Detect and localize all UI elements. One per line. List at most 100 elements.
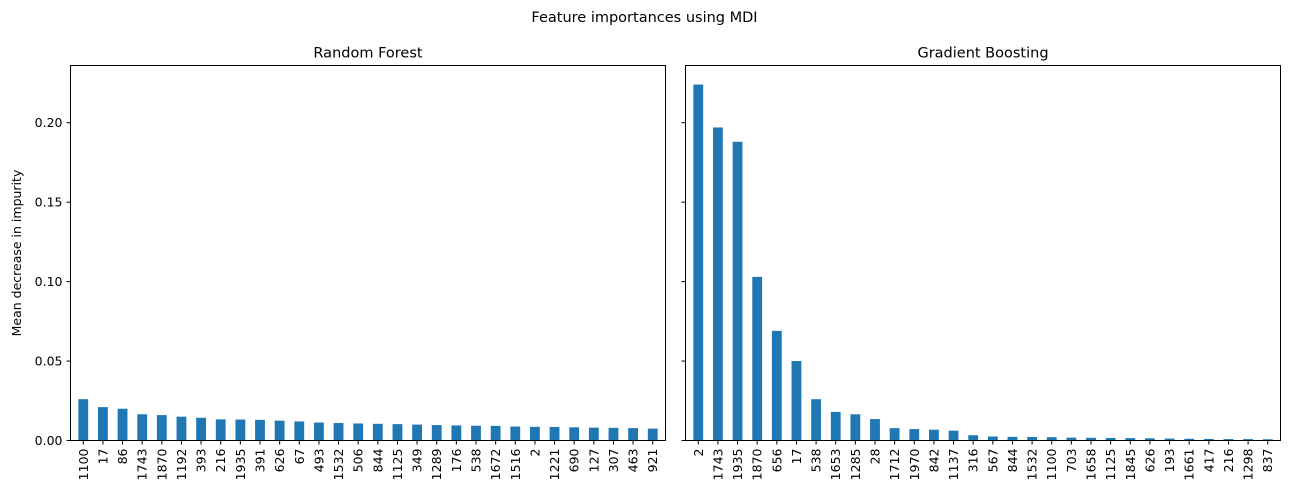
x-tick-label: 1100 bbox=[76, 448, 91, 480]
bar-193 bbox=[1164, 438, 1175, 441]
bar-316 bbox=[968, 435, 979, 441]
bar-921 bbox=[647, 428, 658, 441]
bar-1532 bbox=[1027, 437, 1037, 441]
x-tick-label: 844 bbox=[370, 448, 385, 472]
bar-837 bbox=[1262, 439, 1273, 441]
bar-463 bbox=[628, 428, 639, 441]
x-tick-label: 626 bbox=[272, 448, 287, 472]
x-tick-label: 703 bbox=[1064, 449, 1079, 473]
x-tick-label: 216 bbox=[213, 448, 228, 472]
bar-391 bbox=[255, 419, 265, 441]
bar-842 bbox=[929, 429, 939, 441]
axes-frame bbox=[70, 65, 666, 441]
bar-844 bbox=[1007, 436, 1018, 441]
x-tick-label: 1532 bbox=[331, 449, 346, 481]
x-tick-label: 1845 bbox=[1123, 449, 1138, 481]
bar-626 bbox=[1145, 438, 1155, 441]
bar-1532 bbox=[333, 423, 344, 441]
x-tick-label: 17 bbox=[95, 449, 110, 465]
x-tick-label: 1221 bbox=[547, 449, 562, 481]
x-tick-label: 538 bbox=[809, 448, 824, 472]
x-tick-label: 417 bbox=[1201, 449, 1216, 473]
bar-844 bbox=[372, 423, 383, 441]
y-tick-label: 0.00 bbox=[35, 433, 63, 448]
bar-307 bbox=[608, 427, 619, 441]
x-tick-label: 316 bbox=[966, 448, 981, 472]
y-tick-label: 0.20 bbox=[35, 115, 63, 130]
x-tick-label: 837 bbox=[1260, 449, 1275, 473]
bar-2 bbox=[530, 426, 540, 441]
bar-1845 bbox=[1125, 438, 1136, 441]
bar-1743 bbox=[137, 414, 148, 441]
x-tick-label: 67 bbox=[292, 449, 307, 465]
x-tick-label: 349 bbox=[410, 448, 425, 472]
bar-1672 bbox=[490, 425, 501, 441]
bar-567 bbox=[987, 436, 998, 441]
bar-216 bbox=[1223, 439, 1234, 441]
bar-656 bbox=[771, 330, 782, 441]
x-tick-label: 176 bbox=[449, 448, 464, 472]
x-tick-label: 626 bbox=[1142, 448, 1157, 472]
x-tick-label: 1516 bbox=[508, 448, 523, 480]
x-tick-label: 1870 bbox=[154, 448, 169, 480]
x-tick-label: 1743 bbox=[710, 449, 725, 481]
bar-176 bbox=[451, 425, 462, 441]
x-tick-label: 463 bbox=[626, 449, 641, 473]
x-tick-label: 1100 bbox=[1044, 448, 1059, 480]
y-tick-label: 0.05 bbox=[35, 354, 63, 369]
bar-1970 bbox=[909, 429, 920, 441]
x-tick-label: 921 bbox=[645, 449, 660, 473]
y-axis-label: Mean decrease in impurity bbox=[9, 169, 24, 336]
x-tick-label: 656 bbox=[769, 448, 784, 472]
x-tick-label: 391 bbox=[253, 449, 268, 473]
y-tick-label: 0.10 bbox=[35, 274, 63, 289]
bar-1298 bbox=[1243, 439, 1254, 441]
bar-349 bbox=[412, 424, 422, 441]
figure-suptitle: Feature importances using MDI bbox=[531, 10, 757, 26]
x-tick-label: 1743 bbox=[135, 449, 150, 481]
x-tick-label: 1137 bbox=[946, 449, 961, 481]
x-tick-label: 86 bbox=[115, 448, 130, 464]
x-tick-label: 28 bbox=[868, 448, 883, 464]
bar-1285 bbox=[850, 414, 861, 441]
bar-1100 bbox=[78, 399, 89, 441]
bar-1137 bbox=[948, 430, 959, 441]
bar-538 bbox=[471, 425, 481, 441]
bar-1935 bbox=[732, 141, 743, 441]
x-tick-label: 567 bbox=[985, 449, 1000, 473]
x-tick-label: 1125 bbox=[1103, 449, 1118, 481]
bar-17 bbox=[97, 407, 108, 441]
x-tick-label: 127 bbox=[586, 449, 601, 473]
x-tick-label: 1935 bbox=[730, 449, 745, 481]
bar-1870 bbox=[156, 415, 167, 441]
bar-1935 bbox=[235, 419, 246, 441]
x-tick-label: 2 bbox=[527, 449, 542, 457]
x-tick-label: 1935 bbox=[233, 449, 248, 481]
x-tick-label: 393 bbox=[194, 449, 209, 473]
bar-493 bbox=[314, 422, 324, 441]
x-tick-label: 1192 bbox=[174, 449, 189, 481]
bar-1100 bbox=[1046, 437, 1057, 441]
bar-417 bbox=[1203, 438, 1214, 441]
x-tick-label: 1672 bbox=[488, 449, 503, 481]
bar-1516 bbox=[510, 426, 521, 441]
x-tick-label: 1285 bbox=[848, 449, 863, 481]
x-tick-label: 1870 bbox=[750, 448, 765, 480]
bar-67 bbox=[294, 421, 305, 441]
x-tick-label: 1298 bbox=[1241, 448, 1256, 480]
bar-86 bbox=[117, 408, 128, 441]
bar-1870 bbox=[752, 276, 763, 441]
axes-frame bbox=[685, 65, 1281, 441]
bar-127 bbox=[588, 427, 599, 441]
x-tick-label: 842 bbox=[926, 449, 941, 473]
bar-1125 bbox=[392, 424, 403, 441]
x-tick-label: 1658 bbox=[1084, 448, 1099, 480]
x-tick-label: 17 bbox=[789, 449, 804, 465]
x-tick-label: 1653 bbox=[828, 449, 843, 481]
x-tick-label: 1289 bbox=[429, 448, 444, 480]
x-tick-label: 307 bbox=[606, 449, 621, 473]
x-tick-label: 216 bbox=[1221, 448, 1236, 472]
bar-1743 bbox=[712, 127, 723, 441]
bar-1125 bbox=[1105, 437, 1116, 441]
